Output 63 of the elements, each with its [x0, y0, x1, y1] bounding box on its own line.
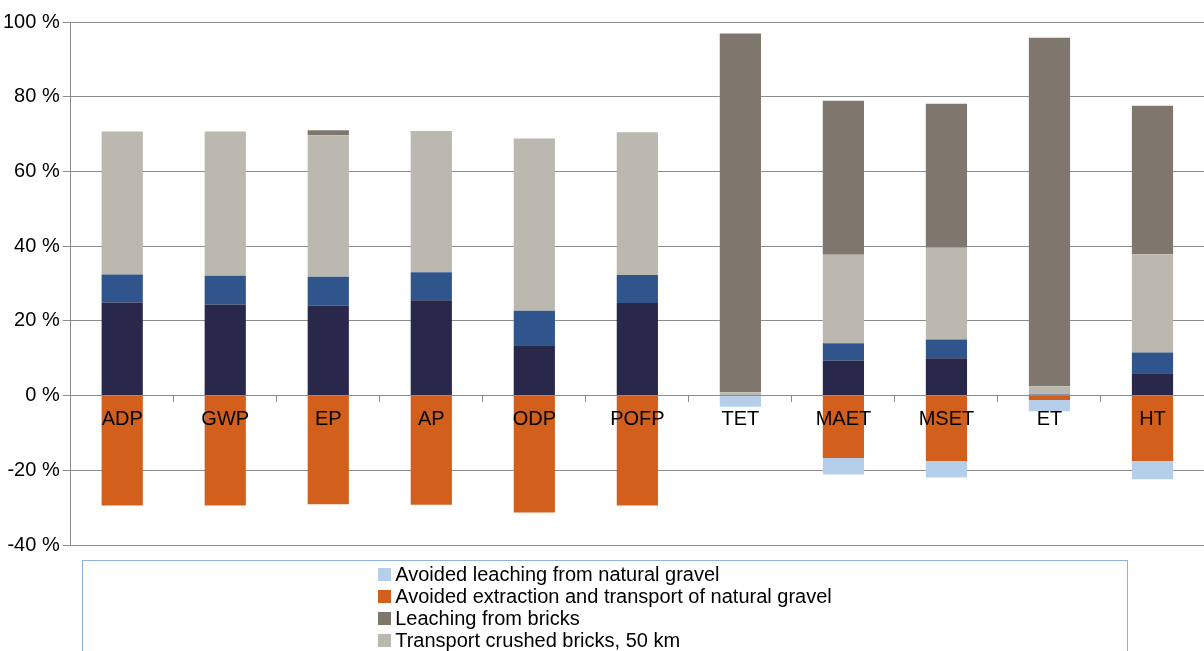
- bar: [925, 103, 968, 248]
- y-tick-label: 20 %: [14, 308, 60, 331]
- bar: [204, 275, 246, 305]
- bar: [925, 247, 968, 340]
- bar: [925, 339, 968, 359]
- bar: [307, 135, 349, 277]
- bar: [616, 274, 658, 303]
- bar: [719, 396, 761, 407]
- bar: [410, 300, 452, 396]
- bar: [513, 345, 555, 396]
- bar: [410, 396, 452, 505]
- bar: [307, 130, 349, 136]
- bar: [616, 132, 658, 275]
- y-tick-label: 100 %: [2, 9, 60, 32]
- bar: [101, 396, 143, 506]
- bar: [204, 131, 246, 276]
- y-tick-label: -20 %: [7, 457, 60, 480]
- bar: [101, 302, 143, 396]
- legend-label: Leaching from bricks: [395, 607, 580, 629]
- bar: [101, 131, 143, 275]
- y-tick-label: 60 %: [14, 158, 60, 181]
- legend-label: Avoided leaching from natural gravel: [395, 563, 720, 585]
- bar: [1131, 373, 1174, 396]
- bar: [410, 131, 452, 273]
- x-tick-label: TET: [721, 407, 760, 430]
- y-tick-label: 40 %: [14, 233, 60, 256]
- x-tick-label: AP: [417, 407, 445, 430]
- y-tick-label: 80 %: [14, 84, 60, 107]
- bar: [719, 33, 761, 393]
- y-tick-label: -40 %: [7, 532, 60, 555]
- bar: [1131, 105, 1174, 255]
- bar: [925, 358, 968, 396]
- x-tick-label: HT: [1139, 407, 1166, 430]
- bar: [616, 302, 658, 396]
- bar: [719, 392, 761, 396]
- bar: [1131, 396, 1174, 461]
- bar: [822, 343, 865, 361]
- legend-label: Avoided extraction and transport of natural gravel: [395, 585, 832, 607]
- x-tick-label: ADP: [101, 407, 143, 430]
- bar: [307, 396, 349, 505]
- bar: [822, 360, 865, 396]
- bar: [1028, 400, 1071, 412]
- bar: [307, 305, 349, 396]
- bar: [513, 310, 555, 346]
- bar: [101, 274, 143, 303]
- legend-label: Transport crushed bricks, 50 km: [395, 629, 681, 651]
- bar: [307, 276, 349, 306]
- bar: [1028, 396, 1071, 401]
- bar: [410, 272, 452, 301]
- bar: [1131, 254, 1174, 353]
- bar: [822, 254, 865, 344]
- bar: [513, 138, 555, 311]
- y-tick-label: 0 %: [25, 383, 60, 406]
- bar: [1131, 352, 1174, 374]
- x-tick-label: EP: [314, 407, 342, 430]
- bar: [925, 460, 968, 478]
- bar: [822, 457, 865, 475]
- bar: [822, 100, 865, 255]
- bar: [204, 304, 246, 396]
- bar: [1028, 37, 1071, 387]
- x-tick-label: ET: [1036, 407, 1063, 430]
- bar: [1028, 386, 1071, 395]
- bar: [1131, 460, 1174, 480]
